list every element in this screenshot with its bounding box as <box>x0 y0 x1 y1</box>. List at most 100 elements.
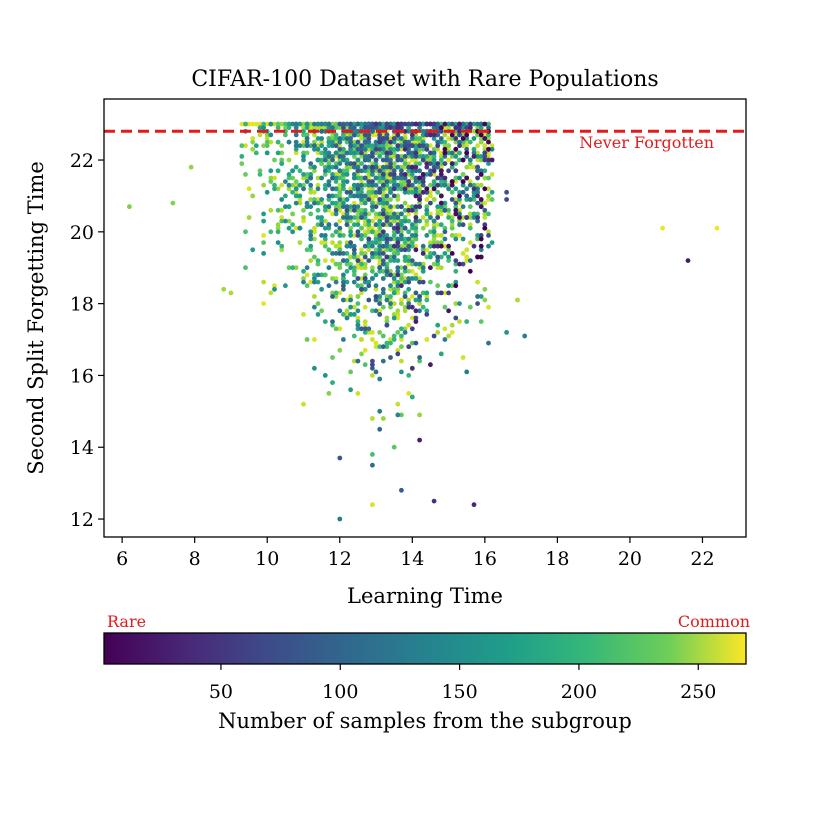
data-point <box>435 211 441 217</box>
data-point <box>359 154 364 159</box>
data-point <box>431 251 437 256</box>
data-point <box>315 157 321 163</box>
data-point <box>380 172 386 177</box>
data-point <box>315 125 321 131</box>
data-point <box>475 154 480 159</box>
data-point <box>475 254 480 260</box>
data-point <box>348 225 353 231</box>
data-point <box>293 193 299 199</box>
data-point <box>420 132 426 138</box>
data-point <box>257 132 263 138</box>
data-point <box>409 136 415 141</box>
data-point <box>428 157 433 163</box>
data-point <box>337 139 343 145</box>
data-point <box>370 308 375 314</box>
data-point <box>337 175 343 181</box>
data-point <box>384 200 390 206</box>
data-point <box>442 200 448 206</box>
data-point <box>475 200 480 206</box>
data-point <box>351 243 357 249</box>
data-point <box>290 265 295 271</box>
data-point <box>449 136 455 141</box>
x-axis-ticks: 6 8 10 12 14 16 18 20 22 <box>116 537 715 570</box>
data-point <box>402 276 408 281</box>
data-point <box>420 290 426 296</box>
data-point <box>377 247 383 253</box>
data-point <box>391 164 397 170</box>
data-point <box>297 240 303 246</box>
data-point <box>391 136 397 141</box>
data-point <box>261 182 266 188</box>
data-point <box>293 265 299 271</box>
data-point <box>453 132 459 138</box>
data-point <box>355 326 361 332</box>
data-point <box>341 175 346 181</box>
data-point <box>431 498 437 504</box>
data-point <box>330 157 335 163</box>
data-point <box>370 132 375 138</box>
data-point <box>388 218 393 224</box>
data-point <box>362 254 368 260</box>
data-point <box>337 157 343 163</box>
data-point <box>268 175 274 181</box>
data-point <box>261 240 266 246</box>
data-point <box>409 207 415 213</box>
data-point <box>312 139 317 145</box>
data-point <box>315 121 321 127</box>
data-point <box>275 240 281 246</box>
data-point <box>359 150 364 156</box>
data-point <box>446 247 451 253</box>
data-point <box>362 164 368 170</box>
data-point <box>373 369 379 375</box>
data-point <box>424 121 430 127</box>
data-point <box>380 276 386 281</box>
data-point <box>417 279 422 285</box>
data-point <box>380 286 386 292</box>
data-point <box>424 207 430 213</box>
data-point <box>428 211 433 217</box>
data-point <box>388 157 393 163</box>
data-point <box>283 121 288 127</box>
data-point <box>283 204 288 210</box>
data-point <box>297 225 303 231</box>
data-point <box>370 276 375 281</box>
data-point <box>446 207 451 213</box>
data-point <box>409 315 415 321</box>
data-point <box>380 304 386 310</box>
data-point <box>366 154 372 159</box>
data-point <box>449 189 455 195</box>
data-point <box>417 218 422 224</box>
data-point <box>420 172 426 177</box>
data-point <box>449 218 455 224</box>
data-point <box>453 146 459 152</box>
data-point <box>304 272 310 278</box>
data-point <box>373 294 379 299</box>
data-point <box>286 121 292 127</box>
data-point <box>304 139 310 145</box>
data-point <box>438 175 444 181</box>
data-point <box>377 243 383 249</box>
data-point <box>355 265 361 271</box>
data-point <box>402 143 408 149</box>
data-point <box>373 222 379 228</box>
data-point <box>482 175 488 181</box>
data-point <box>449 251 455 256</box>
data-point <box>438 254 444 260</box>
data-point <box>286 204 292 210</box>
data-point <box>388 304 393 310</box>
data-point <box>406 211 412 217</box>
data-point <box>290 229 295 235</box>
data-point <box>355 161 361 167</box>
data-point <box>348 139 353 145</box>
data-point <box>486 150 491 156</box>
data-point <box>413 186 419 192</box>
data-point <box>406 229 412 235</box>
data-point <box>453 279 459 285</box>
data-point <box>373 146 379 152</box>
data-point <box>344 268 350 274</box>
data-point <box>402 139 408 145</box>
data-point <box>344 222 350 228</box>
data-point <box>428 132 433 138</box>
data-point <box>355 132 361 138</box>
